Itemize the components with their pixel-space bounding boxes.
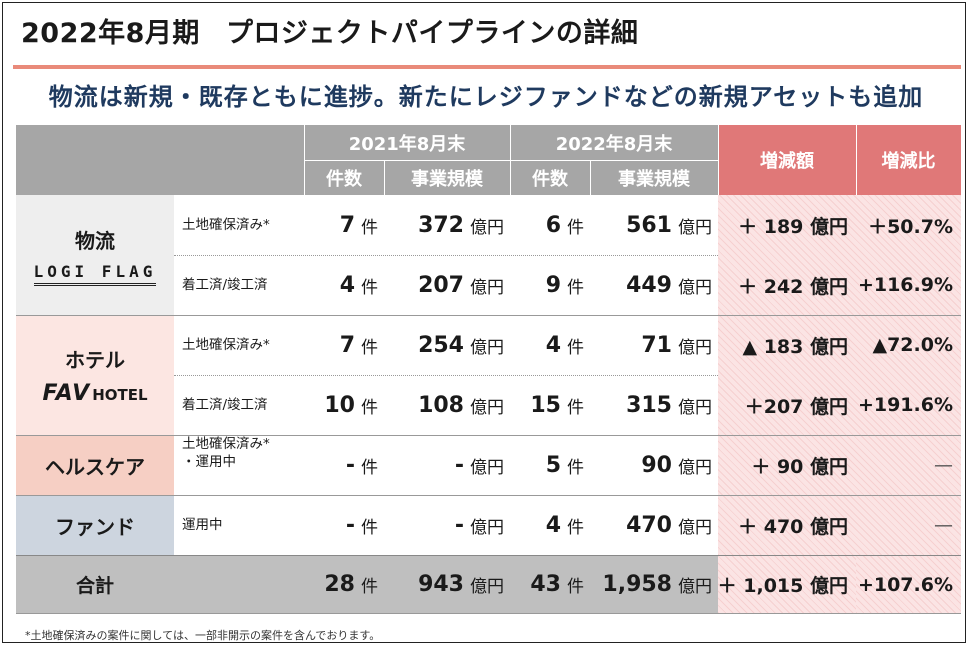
row-label: 土地確保済み* <box>182 336 270 353</box>
pipeline-table: 2021年8月末 2022年8月末 件数 事業規模 件数 事業規模 増減額 増減… <box>16 125 961 614</box>
change-amount: ＋207 億円 <box>744 395 848 418</box>
change-ratio: +191.6% <box>857 394 953 416</box>
title-period: 2022年8月期 <box>21 18 200 49</box>
category-healthcare-name: ヘルスケア <box>45 454 145 479</box>
count-2022: 15 件 <box>530 392 584 418</box>
fav-hotel-logo: FAV HOTEL <box>42 381 148 406</box>
row-label: 着工済/竣工済 <box>182 276 268 293</box>
category-fund: ファンド <box>16 495 174 555</box>
header-blank <box>16 125 304 195</box>
scale-2022: 449 億円 <box>626 272 712 298</box>
category-logistics-name: 物流 <box>75 228 115 253</box>
title-rule <box>13 65 961 69</box>
header-2022: 2022年8月末 <box>510 125 718 160</box>
change-ratio: ＋50.7% <box>868 215 953 238</box>
scale-2021: - 億円 <box>454 512 504 538</box>
change-ratio: — <box>934 514 953 536</box>
change-ratio: ▲72.0% <box>872 334 953 356</box>
total-count-2021: 28 件 <box>304 556 384 613</box>
row-label: 着工済/竣工済 <box>182 396 268 413</box>
scale-2022: 315 億円 <box>626 392 712 418</box>
category-fund-name: ファンド <box>55 514 135 539</box>
category-healthcare: ヘルスケア <box>16 435 174 495</box>
footnote: *土地確保済みの案件に関しては、一部非開示の案件を含んでおります。 <box>25 629 381 642</box>
scale-2021: 108 億円 <box>418 392 504 418</box>
row-label: 土地確保済み* <box>182 216 270 233</box>
header-change-amount: 増減額 <box>718 125 856 195</box>
scale-2022: 470 億円 <box>626 512 712 538</box>
change-amount: ＋ 90 億円 <box>751 455 848 478</box>
change-amount: ＋ 189 億円 <box>738 215 848 238</box>
count-2021: -件 <box>345 452 378 478</box>
category-logistics: 物流 LOGI FLAG <box>16 195 174 315</box>
total-scale-2022: 1,958 億円 <box>590 556 718 613</box>
count-2021: -件 <box>345 512 378 538</box>
header-2021: 2021年8月末 <box>304 125 510 160</box>
scale-2021: 254 億円 <box>418 332 504 358</box>
header-2021-scale: 事業規模 <box>384 160 510 195</box>
scale-2021: 207 億円 <box>418 272 504 298</box>
change-amount: ▲ 183 億円 <box>742 335 848 358</box>
header-2021-count: 件数 <box>304 160 384 195</box>
total-count-2022: 43 件 <box>510 556 590 613</box>
header-change-ratio: 増減比 <box>856 125 961 195</box>
scale-2022: 71 億円 <box>641 332 712 358</box>
count-2021: 10 件 <box>324 392 378 418</box>
total-scale-2021: 943 億円 <box>384 556 510 613</box>
scale-2021: - 億円 <box>454 452 504 478</box>
logi-flag-logo: LOGI FLAG <box>33 262 157 286</box>
category-hotel: ホテル FAV HOTEL <box>16 315 174 435</box>
change-ratio: — <box>934 454 953 476</box>
change-amount: ＋ 242 億円 <box>738 275 848 298</box>
total-label: 合計 <box>16 556 304 613</box>
row-label: 運用中 <box>182 516 223 533</box>
header-2022-count: 件数 <box>510 160 590 195</box>
title-main: プロジェクトパイプラインの詳細 <box>225 18 639 49</box>
change-ratio: +116.9% <box>857 274 953 296</box>
total-change-ratio: +107.6% <box>856 556 961 613</box>
total-change-amount: ＋ 1,015 億円 <box>718 556 856 613</box>
row-label: 土地確保済み* ・運用中 <box>182 436 270 471</box>
change-amount: ＋ 470 億円 <box>738 515 848 538</box>
scale-2022: 90 億円 <box>641 452 712 478</box>
header-2022-scale: 事業規模 <box>590 160 718 195</box>
scale-2022: 561 億円 <box>626 212 712 238</box>
scale-2021: 372 億円 <box>418 212 504 238</box>
slide-title: 2022年8月期 プロジェクトパイプラインの詳細 <box>21 11 638 50</box>
slide-subtitle: 物流は新規・既存ともに進捗。新たにレジファンドなどの新規アセットも追加 <box>48 83 924 111</box>
category-hotel-name: ホテル <box>65 348 125 372</box>
